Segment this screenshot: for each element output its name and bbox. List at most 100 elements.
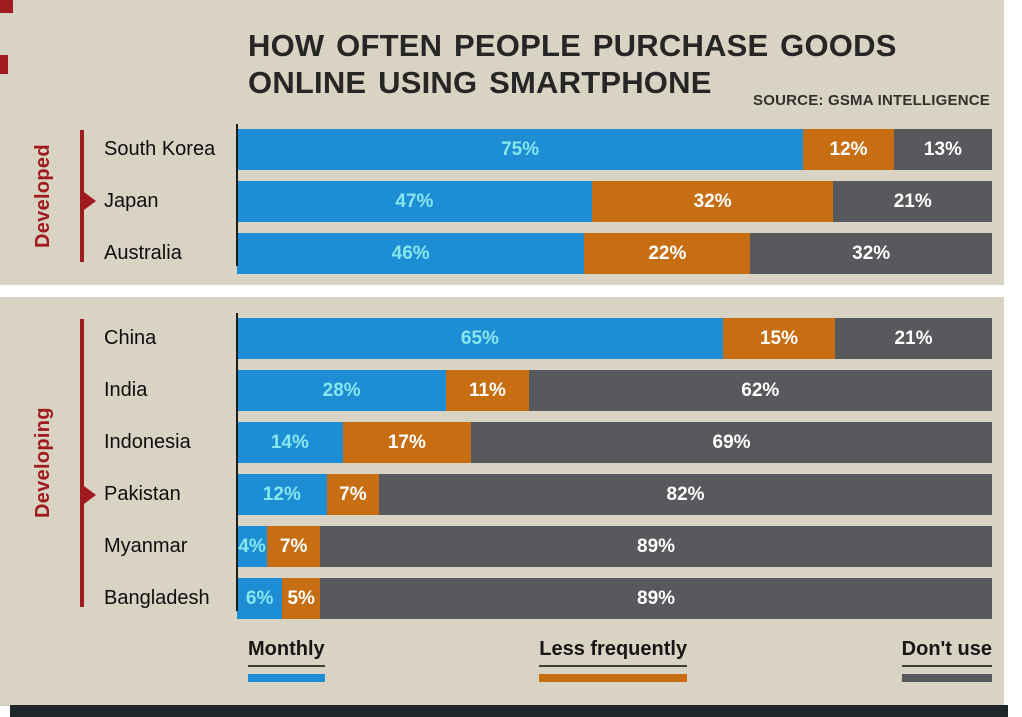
bar-row-japan: Japan 47% 32% 21% (0, 181, 992, 222)
segment-less-frequently: 7% (326, 474, 380, 515)
segment-value-label: 11% (468, 379, 506, 401)
stacked-bar: 28% 11% 62% (237, 370, 993, 411)
stacked-bar: 46% 22% 32% (237, 233, 992, 274)
segment-less-frequently: 32% (591, 181, 834, 222)
legend-label: Less frequently (539, 638, 688, 667)
axis-line (236, 124, 238, 266)
segment-dont-use: 62% (528, 370, 993, 411)
segment-monthly: 47% (237, 181, 592, 222)
legend: Monthly Less frequently Don't use (248, 638, 992, 682)
country-label: China (104, 327, 157, 349)
bar-row-india: India 28% 11% 62% (0, 370, 993, 411)
country-label: Bangladesh (104, 587, 210, 609)
segment-value-label: 5% (287, 587, 315, 609)
legend-item-less-frequently: Less frequently (539, 638, 688, 682)
segment-value-label: 32% (852, 242, 891, 264)
legend-swatch-monthly (248, 674, 325, 682)
red-corner-square (0, 0, 13, 13)
segment-value-label: 7% (339, 483, 367, 505)
segment-monthly: 75% (237, 129, 804, 170)
country-label: Indonesia (104, 431, 191, 453)
segment-value-label: 47% (395, 190, 434, 212)
legend-label: Don't use (901, 638, 992, 667)
group-developing: Developing China 65% 15% 21% India 28% 1… (0, 313, 993, 619)
segment-dont-use: 21% (833, 181, 992, 222)
segment-value-label: 4% (238, 535, 266, 557)
stacked-bar: 75% 12% 13% (237, 129, 992, 170)
legend-label: Monthly (248, 638, 325, 667)
stacked-bar: 47% 32% 21% (237, 181, 992, 222)
segment-value-label: 22% (648, 242, 687, 264)
segment-value-label: 14% (270, 431, 309, 453)
axis-line (236, 313, 238, 611)
stacked-bar: 6% 5% 89% (237, 578, 992, 619)
arrow-right-icon (84, 486, 96, 504)
legend-swatch-less-frequently (539, 674, 688, 682)
segment-dont-use: 82% (379, 474, 992, 515)
segment-value-label: 69% (712, 431, 751, 453)
chart-title-line1: HOW OFTEN PEOPLE PURCHASE GOODS (248, 28, 897, 63)
segment-less-frequently: 7% (267, 526, 321, 567)
red-edge-square (0, 55, 8, 74)
country-label: Australia (104, 242, 182, 264)
segment-monthly: 28% (237, 370, 447, 411)
segment-value-label: 89% (637, 535, 676, 557)
country-label: India (104, 379, 148, 401)
segment-monthly: 46% (237, 233, 585, 274)
bar-row-china: China 65% 15% 21% (0, 318, 992, 359)
group-rail-developing (80, 319, 84, 607)
group-rail-developed (80, 130, 84, 262)
segment-value-label: 12% (262, 483, 301, 505)
segment-less-frequently: 17% (342, 422, 472, 463)
stacked-bar: 4% 7% 89% (237, 526, 992, 567)
stacked-bar: 14% 17% 69% (237, 422, 992, 463)
segment-value-label: 13% (923, 138, 962, 160)
bottom-dark-strip (10, 705, 1008, 717)
segment-value-label: 6% (245, 587, 274, 609)
segment-dont-use: 32% (750, 233, 992, 274)
segment-value-label: 46% (391, 242, 430, 264)
segment-dont-use: 89% (320, 526, 992, 567)
bar-row-pakistan: Pakistan 12% 7% 82% (0, 474, 992, 515)
legend-swatch-dont-use (901, 674, 992, 682)
segment-less-frequently: 15% (722, 318, 836, 359)
segment-dont-use: 89% (320, 578, 992, 619)
segment-monthly: 14% (237, 422, 343, 463)
group-label-developing: Developing (32, 407, 54, 519)
bar-row-indonesia: Indonesia 14% 17% 69% (0, 422, 992, 463)
segment-less-frequently: 5% (282, 578, 321, 619)
group-developed: Developed South Korea 75% 12% 13% Japan … (0, 124, 992, 274)
chart-plot-area: Developed South Korea 75% 12% 13% Japan … (0, 124, 1004, 630)
segment-value-label: 12% (829, 138, 868, 160)
stacked-bar: 65% 15% 21% (237, 318, 992, 359)
country-label: South Korea (104, 138, 216, 160)
stacked-bar: 12% 7% 82% (237, 474, 992, 515)
chart-title-line2: ONLINE USING SMARTPHONE (248, 64, 712, 100)
segment-value-label: 89% (637, 587, 676, 609)
segment-value-label: 75% (501, 138, 540, 160)
segment-less-frequently: 22% (584, 233, 751, 274)
segment-dont-use: 69% (471, 422, 992, 463)
bar-row-south-korea: South Korea 75% 12% 13% (0, 129, 992, 170)
segment-value-label: 21% (893, 190, 932, 212)
segment-value-label: 15% (759, 327, 798, 349)
segment-monthly: 4% (237, 526, 268, 567)
segment-value-label: 17% (387, 431, 426, 453)
bar-row-myanmar: Myanmar 4% 7% 89% (0, 526, 992, 567)
segment-value-label: 82% (666, 483, 705, 505)
group-divider (0, 285, 1004, 297)
source-credit: SOURCE: GSMA INTELLIGENCE (753, 92, 990, 109)
segment-dont-use: 13% (893, 129, 992, 170)
segment-less-frequently: 11% (446, 370, 529, 411)
segment-value-label: 28% (322, 379, 361, 401)
segment-value-label: 21% (894, 327, 933, 349)
group-label-developed: Developed (32, 144, 54, 248)
country-label: Pakistan (104, 483, 181, 505)
legend-item-dont-use: Don't use (901, 638, 992, 682)
segment-less-frequently: 12% (803, 129, 894, 170)
segment-value-label: 62% (741, 379, 780, 401)
segment-value-label: 65% (460, 327, 499, 349)
segment-value-label: 32% (693, 190, 732, 212)
segment-monthly: 65% (237, 318, 723, 359)
